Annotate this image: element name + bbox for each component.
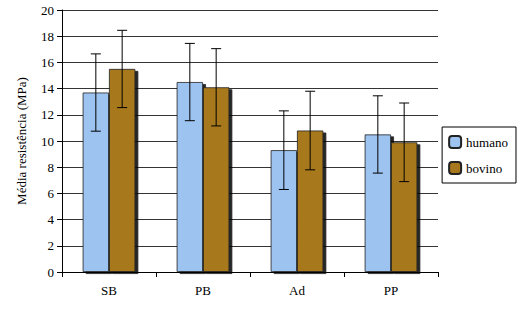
svg-text:2: 2 xyxy=(48,238,55,253)
svg-text:18: 18 xyxy=(41,29,54,44)
svg-text:20: 20 xyxy=(41,3,54,18)
svg-text:PP: PP xyxy=(384,283,398,298)
svg-text:6: 6 xyxy=(48,186,55,201)
svg-text:12: 12 xyxy=(41,107,54,122)
svg-text:10: 10 xyxy=(41,134,54,149)
svg-text:Média resistência (MPa): Média resistência (MPa) xyxy=(14,77,29,205)
svg-text:16: 16 xyxy=(41,55,55,70)
svg-text:bovino: bovino xyxy=(466,161,502,176)
svg-text:4: 4 xyxy=(48,212,55,227)
svg-text:8: 8 xyxy=(48,160,55,175)
svg-text:Ad: Ad xyxy=(289,283,305,298)
svg-text:SB: SB xyxy=(101,283,117,298)
svg-text:14: 14 xyxy=(41,81,55,96)
svg-text:PB: PB xyxy=(195,283,211,298)
svg-text:humano: humano xyxy=(466,135,508,150)
svg-text:0: 0 xyxy=(48,265,55,280)
